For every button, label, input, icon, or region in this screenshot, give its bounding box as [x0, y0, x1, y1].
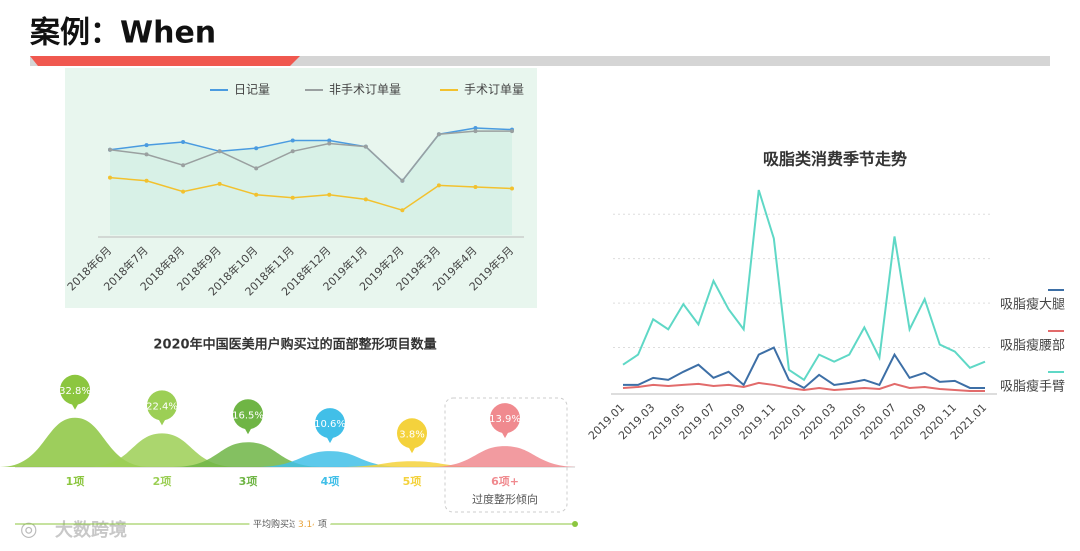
- category-label: 2项: [153, 475, 172, 488]
- point: [144, 178, 149, 183]
- point: [327, 192, 332, 197]
- legend-label: 非手术订单量: [329, 83, 401, 97]
- point: [290, 149, 295, 154]
- highlight-box: [444, 397, 568, 513]
- value-label: 32.8%: [59, 386, 91, 397]
- series-line: [623, 346, 985, 390]
- annotation: 过度整形倾向: [472, 492, 538, 506]
- series-line: [109, 130, 512, 182]
- chart-title: 吸脂类消费季节走势: [763, 150, 907, 169]
- title-accent: [30, 56, 300, 66]
- category-label: 3项: [239, 475, 258, 488]
- category-label: 5项: [403, 475, 422, 488]
- legend-label: 手术订单量: [464, 83, 524, 97]
- average-part: 平均购买过: [253, 518, 298, 530]
- mountain: [0, 417, 150, 467]
- point: [327, 138, 332, 143]
- legend-label: 吸脂瘦大腿: [1000, 297, 1065, 313]
- point: [254, 146, 259, 151]
- bubble: [233, 399, 263, 430]
- category-label: 6项+: [491, 475, 519, 488]
- point: [144, 152, 149, 157]
- point: [108, 175, 112, 180]
- category-label: 4项: [321, 475, 340, 488]
- average-part: 项: [318, 519, 327, 530]
- legend-label: 吸脂瘦腰部: [1000, 338, 1065, 354]
- point: [473, 184, 478, 189]
- point: [290, 195, 295, 200]
- bubble: [490, 403, 520, 434]
- value-label: 13.9%: [489, 414, 521, 425]
- mountain: [255, 451, 405, 467]
- slide-title: 案例：When: [30, 16, 216, 51]
- legend-label: 吸脂瘦手臂: [1000, 379, 1065, 395]
- average-part: 3.14: [298, 520, 318, 530]
- bubble: [147, 390, 177, 421]
- average-note: 平均购买过3.14项: [253, 518, 327, 530]
- mountain: [430, 446, 580, 467]
- point: [510, 129, 514, 134]
- value-label: 3.8%: [399, 429, 424, 440]
- series-line: [622, 189, 986, 382]
- mountain: [173, 442, 323, 467]
- category-label: 1项: [66, 475, 85, 488]
- point: [363, 197, 368, 202]
- area: [110, 128, 512, 235]
- point: [327, 141, 332, 146]
- point: [217, 181, 222, 186]
- value-label: 10.6%: [314, 419, 346, 430]
- point: [144, 143, 149, 148]
- chart-title: 2020年中国医美用户购买过的面部整形项目数量: [153, 337, 436, 353]
- legend-label: 日记量: [234, 83, 270, 97]
- avg-dot: [572, 521, 578, 527]
- point: [254, 192, 259, 197]
- point: [181, 163, 186, 168]
- bubble: [60, 374, 90, 405]
- bubble: [315, 408, 345, 439]
- point: [400, 178, 405, 183]
- point: [363, 144, 368, 149]
- value-label: 22.4%: [146, 401, 178, 412]
- bubble: [397, 418, 427, 449]
- value-label: 16.5%: [232, 410, 264, 421]
- point: [400, 208, 405, 213]
- mountain: [87, 433, 237, 467]
- point: [290, 138, 295, 143]
- point: [181, 189, 186, 194]
- point: [181, 140, 186, 144]
- point: [510, 186, 514, 191]
- point: [436, 183, 441, 188]
- point: [473, 126, 478, 131]
- point: [473, 129, 478, 134]
- point: [436, 132, 441, 137]
- watermark-icon: ◎: [20, 517, 37, 541]
- watermark: 大数跨境: [55, 519, 127, 541]
- point: [108, 147, 112, 152]
- point: [254, 166, 259, 171]
- series-line: [622, 381, 985, 392]
- series-line: [109, 176, 513, 212]
- point: [217, 149, 222, 154]
